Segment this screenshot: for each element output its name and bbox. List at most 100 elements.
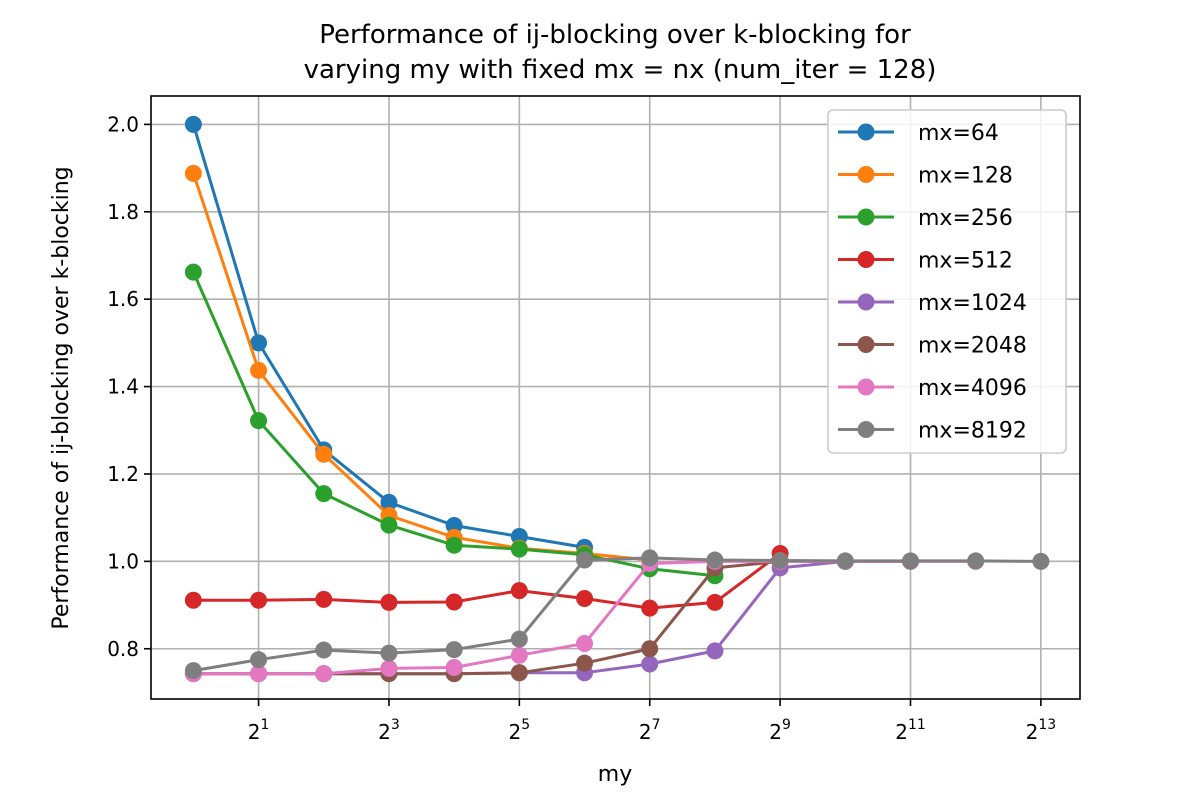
- plot-frame: [150, 95, 1081, 700]
- data-point: [380, 493, 398, 511]
- x-tick-base: 2: [248, 720, 261, 744]
- legend-label: mx=128: [918, 164, 1013, 189]
- legend-marker: [857, 208, 875, 226]
- x-tick-base: 2: [509, 720, 522, 744]
- data-point: [576, 635, 594, 653]
- data-point: [184, 115, 202, 133]
- legend-entry: mx=512: [838, 249, 1013, 274]
- data-point: [445, 659, 463, 677]
- x-tick-exponent: 7: [652, 717, 661, 733]
- data-point: [1032, 552, 1050, 570]
- data-point: [576, 590, 594, 607]
- legend-entry: mx=8192: [838, 419, 1027, 444]
- data-point: [250, 361, 268, 379]
- legend-label: mx=512: [918, 249, 1013, 274]
- data-point: [250, 591, 268, 609]
- y-tick-label: 1.2: [107, 462, 139, 486]
- chart-title-line-2: varying my with fixed mx = nx (num_iter …: [304, 55, 937, 85]
- data-point: [380, 659, 398, 677]
- legend-label: mx=256: [918, 206, 1013, 231]
- series-line: [193, 552, 781, 610]
- data-point: [510, 540, 528, 558]
- x-tick-base: 2: [639, 720, 652, 744]
- legend: mx=64 mx=128 mx=256 mx=512 mx=1024 mx=2048 mx=…: [827, 109, 1067, 454]
- data-point: [510, 630, 528, 648]
- data-point: [445, 536, 463, 554]
- data-point: [184, 662, 202, 680]
- legend-entry: mx=64: [838, 121, 999, 146]
- data-point: [706, 642, 724, 660]
- data-point: [836, 552, 854, 570]
- legend-entry: mx=4096: [838, 376, 1027, 401]
- data-point: [250, 334, 268, 352]
- data-point: [380, 516, 398, 534]
- data-point: [445, 593, 463, 611]
- x-tick-label: 27: [639, 717, 661, 744]
- data-point: [641, 655, 659, 673]
- series-line: [193, 556, 1041, 673]
- x-tick-base: 2: [378, 720, 391, 744]
- data-point: [771, 551, 789, 569]
- data-point: [184, 164, 202, 182]
- data-point: [315, 485, 333, 503]
- x-tick-base: 2: [1026, 720, 1039, 744]
- legend-marker: [857, 421, 875, 438]
- legend-marker: [857, 378, 875, 396]
- x-tick-label: 213: [1026, 717, 1057, 744]
- legend-marker: [857, 293, 875, 311]
- chart-title-line-1: Performance of ij-blocking over k-blocki…: [319, 20, 911, 50]
- data-point: [184, 263, 202, 281]
- y-tick-label: 2.0: [107, 112, 139, 136]
- data-point: [641, 640, 659, 658]
- data-point: [445, 517, 463, 535]
- legend-label: mx=8192: [918, 419, 1027, 444]
- data-point: [380, 593, 398, 611]
- data-point: [380, 644, 398, 662]
- x-tick-label: 25: [509, 717, 531, 744]
- axis-ticks: 0.81.01.21.41.61.82.021 23 25 27 29 211 213: [107, 112, 1056, 744]
- y-tick-label: 1.0: [107, 549, 139, 573]
- data-point: [901, 552, 919, 570]
- legend-entry: mx=256: [838, 206, 1013, 231]
- data-point: [641, 549, 659, 567]
- legend-entry: mx=128: [838, 164, 1013, 189]
- data-point: [315, 445, 333, 463]
- data-point: [315, 641, 333, 659]
- y-tick-label: 1.4: [107, 375, 139, 399]
- x-tick-exponent: 13: [1038, 717, 1056, 733]
- legend-label: mx=64: [918, 121, 999, 146]
- series-group: [184, 115, 1050, 683]
- data-point: [250, 412, 268, 430]
- x-axis-label: my: [598, 762, 632, 787]
- series-mx=8192: [184, 549, 1050, 680]
- legend-entry: mx=2048: [838, 334, 1027, 359]
- y-tick-label: 1.6: [107, 287, 139, 311]
- x-tick-exponent: 11: [908, 717, 926, 733]
- x-tick-label: 211: [895, 717, 926, 744]
- data-point: [184, 591, 202, 609]
- data-point: [315, 590, 333, 608]
- data-point: [706, 593, 724, 611]
- legend-marker: [857, 123, 875, 141]
- legend-marker: [857, 166, 875, 183]
- data-point: [510, 646, 528, 664]
- data-point: [706, 551, 724, 569]
- x-tick-base: 2: [895, 720, 908, 744]
- x-tick-label: 23: [378, 717, 400, 744]
- data-point: [641, 599, 659, 617]
- x-tick-label: 29: [769, 717, 791, 744]
- data-point: [250, 651, 268, 669]
- legend-label: mx=1024: [918, 291, 1027, 316]
- data-point: [576, 551, 594, 569]
- legend-label: mx=4096: [918, 376, 1027, 401]
- data-point: [445, 641, 463, 659]
- series-mx=512: [184, 544, 789, 617]
- data-point: [250, 665, 268, 683]
- legend-marker: [857, 251, 875, 268]
- legend-entry: mx=1024: [838, 291, 1027, 316]
- data-point: [510, 664, 528, 682]
- x-tick-base: 2: [769, 720, 782, 744]
- x-tick-label: 21: [248, 717, 270, 744]
- y-axis-label: Performance of ij-blocking over k-blocki…: [49, 166, 74, 629]
